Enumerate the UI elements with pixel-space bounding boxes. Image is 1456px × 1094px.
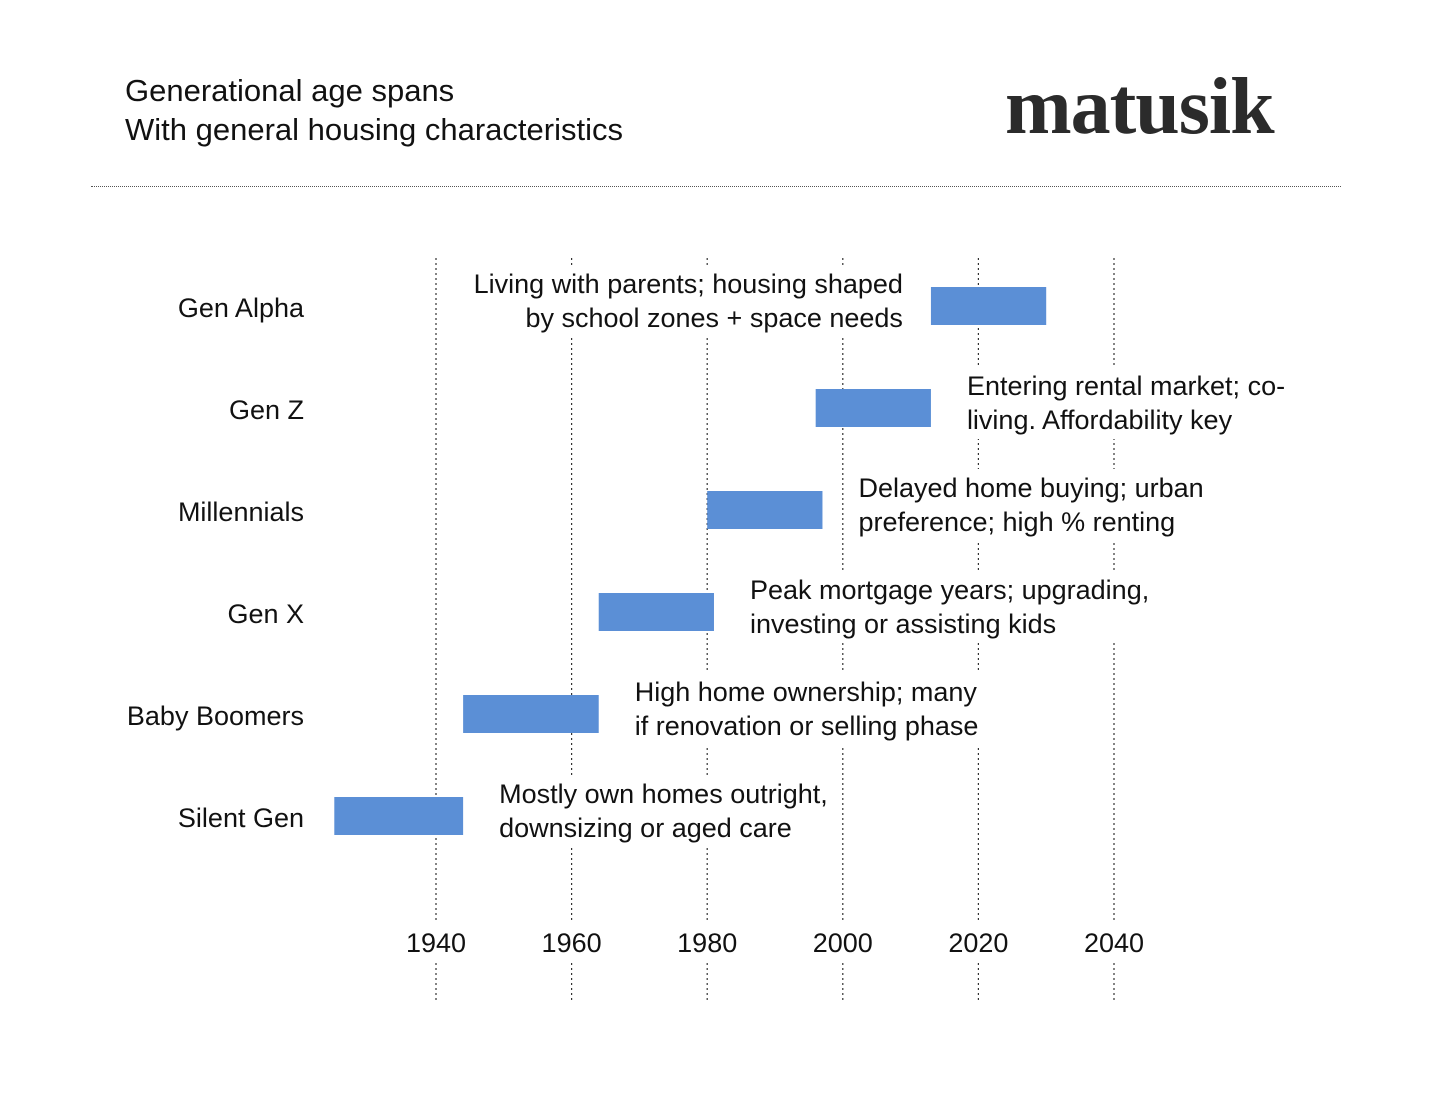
annotation-line: Entering rental market; co- xyxy=(967,371,1285,401)
annotation-background xyxy=(852,469,1210,541)
annotation-line: Living with parents; housing shaped xyxy=(474,269,903,299)
annotation: Entering rental market; co-living. Affor… xyxy=(960,367,1292,439)
chart-subtitle: With general housing characteristics xyxy=(125,112,623,147)
x-tick-label: 1980 xyxy=(677,928,737,958)
annotation-line: living. Affordability key xyxy=(967,405,1233,435)
bar-silent-gen xyxy=(334,797,464,835)
annotation: High home ownership; many if renovation o… xyxy=(628,673,985,745)
category-label: Millennials xyxy=(178,497,304,527)
tick-label-background xyxy=(942,922,1015,962)
annotation-line: Peak mortgage years; upgrading, xyxy=(750,575,1149,605)
annotation-line: investing or assisting kids xyxy=(750,609,1056,639)
annotation-line: Delayed home buying; urban xyxy=(858,473,1203,503)
annotation-line: by school zones + space needs xyxy=(525,303,903,333)
x-tick-label: 2000 xyxy=(813,928,873,958)
annotation-line: High home ownership; many xyxy=(635,677,978,707)
tick-label-background xyxy=(535,922,608,962)
tick-label-background xyxy=(806,922,879,962)
x-tick-label: 2020 xyxy=(948,928,1008,958)
category-label: Gen Z xyxy=(229,395,304,425)
annotation-line: preference; high % renting xyxy=(858,507,1175,537)
header-divider xyxy=(91,186,1341,187)
annotation: Peak mortgage years; upgrading, investing… xyxy=(743,571,1156,643)
brand-logo: matusik xyxy=(1005,63,1275,151)
x-tick-label: 1960 xyxy=(542,928,602,958)
annotation-line: Mostly own homes outright, xyxy=(499,779,828,809)
bar-millennials xyxy=(707,491,823,529)
tick-label-background xyxy=(1078,922,1150,962)
category-label: Silent Gen xyxy=(178,803,304,833)
tick-label-background xyxy=(400,922,472,962)
bar-gen-alpha xyxy=(930,287,1047,325)
chart-title: Generational age spans xyxy=(125,73,455,108)
annotation-line: if renovation or selling phase xyxy=(635,711,979,741)
x-tick-label: 1940 xyxy=(406,928,466,958)
tick-label-background xyxy=(671,922,744,962)
annotation-background xyxy=(960,367,1292,439)
annotation-line: downsizing or aged care xyxy=(499,813,792,843)
x-tick-label: 2040 xyxy=(1084,928,1144,958)
annotation: Mostly own homes outright, downsizing or … xyxy=(493,775,834,847)
category-label: Baby Boomers xyxy=(127,701,304,731)
annotation-background xyxy=(743,571,1156,643)
annotation: Living with parents; housing shaped by sc… xyxy=(467,265,909,337)
bar-baby-boomers xyxy=(463,695,599,733)
annotation-background xyxy=(493,775,834,847)
bar-gen-z xyxy=(815,389,931,427)
annotation-background xyxy=(467,265,909,337)
category-label: Gen X xyxy=(227,599,304,629)
annotation-background xyxy=(628,673,985,745)
category-label: Gen Alpha xyxy=(178,293,305,323)
bar-gen-x xyxy=(598,593,714,631)
annotation: Delayed home buying; urban preference; hi… xyxy=(852,469,1210,541)
